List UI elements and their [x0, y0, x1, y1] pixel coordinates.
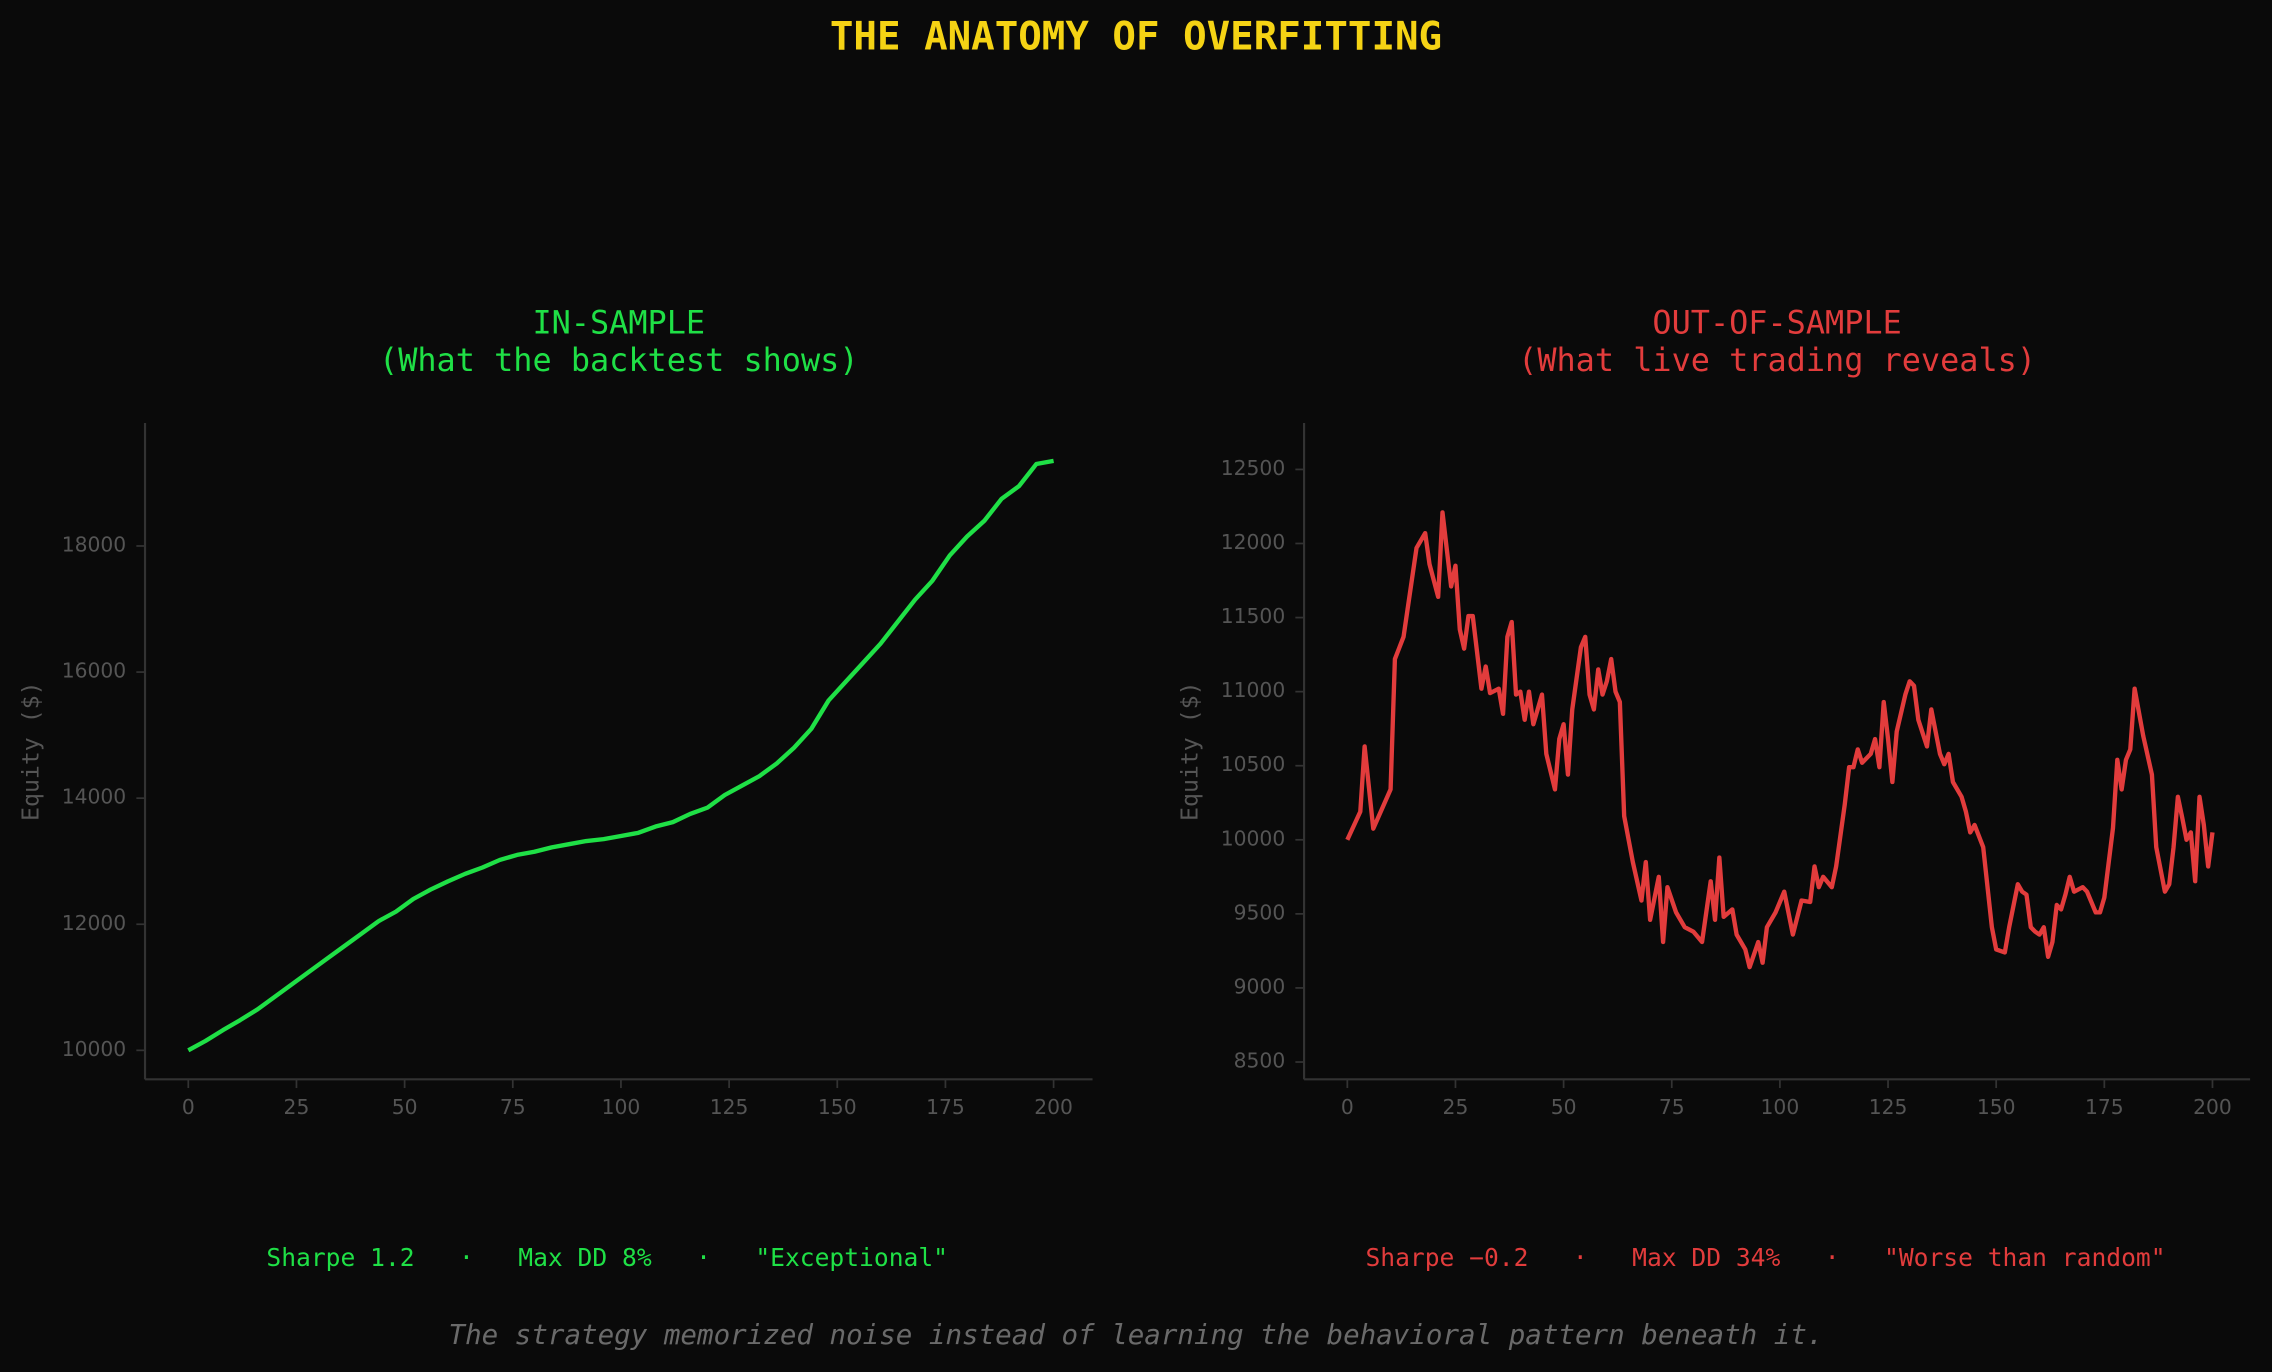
- panel-title: IN-SAMPLE: [532, 304, 705, 342]
- y-tick-label: 14000: [62, 785, 126, 809]
- footer-note: The strategy memorized noise instead of …: [449, 1319, 1824, 1351]
- panel-subtitle: (What the backtest shows): [379, 341, 859, 379]
- y-tick-label: 12000: [62, 911, 126, 935]
- x-tick-label: 150: [1977, 1095, 2016, 1119]
- y-tick-label: 9500: [1234, 900, 1286, 924]
- y-tick-label: 8500: [1234, 1049, 1286, 1073]
- x-tick-label: 50: [1551, 1095, 1577, 1119]
- x-tick-label: 25: [1443, 1095, 1469, 1119]
- x-tick-label: 200: [1034, 1095, 1073, 1119]
- stats-annotation: Sharpe 1.2 · Max DD 8% · "Exceptional": [266, 1243, 948, 1272]
- x-tick-label: 50: [392, 1095, 418, 1119]
- y-tick-label: 9000: [1234, 974, 1286, 998]
- x-tick-label: 0: [1341, 1095, 1354, 1119]
- y-tick-label: 16000: [62, 659, 126, 683]
- x-tick-label: 100: [1761, 1095, 1800, 1119]
- x-tick-label: 75: [500, 1095, 526, 1119]
- x-tick-label: 25: [284, 1095, 310, 1119]
- panel-title: OUT-OF-SAMPLE: [1652, 304, 1901, 342]
- y-axis-label: Equity ($): [1177, 681, 1204, 821]
- x-tick-label: 75: [1659, 1095, 1685, 1119]
- x-tick-label: 100: [602, 1095, 641, 1119]
- x-tick-label: 150: [818, 1095, 857, 1119]
- y-axis-label: Equity ($): [18, 681, 45, 821]
- page-title: THE ANATOMY OF OVERFITTING: [830, 15, 1442, 60]
- y-tick-label: 12000: [1221, 530, 1285, 554]
- y-tick-label: 18000: [62, 532, 126, 556]
- y-tick-label: 11000: [1221, 678, 1285, 702]
- x-tick-label: 175: [926, 1095, 965, 1119]
- equity-line: [187, 458, 1054, 1053]
- x-tick-label: 125: [710, 1095, 749, 1119]
- y-tick-label: 10000: [62, 1037, 126, 1061]
- x-tick-label: 125: [1869, 1095, 1908, 1119]
- x-tick-label: 0: [182, 1095, 195, 1119]
- panel-subtitle: (What live trading reveals): [1518, 341, 2036, 379]
- y-tick-label: 11500: [1221, 604, 1285, 628]
- y-tick-label: 12500: [1221, 456, 1285, 480]
- stats-annotation: Sharpe −0.2 · Max DD 34% · "Worse than r…: [1365, 1243, 2165, 1272]
- y-tick-label: 10500: [1221, 752, 1285, 776]
- x-tick-label: 175: [2085, 1095, 2124, 1119]
- x-tick-label: 200: [2193, 1095, 2232, 1119]
- equity-line: [1345, 510, 2215, 970]
- y-tick-label: 10000: [1221, 826, 1285, 850]
